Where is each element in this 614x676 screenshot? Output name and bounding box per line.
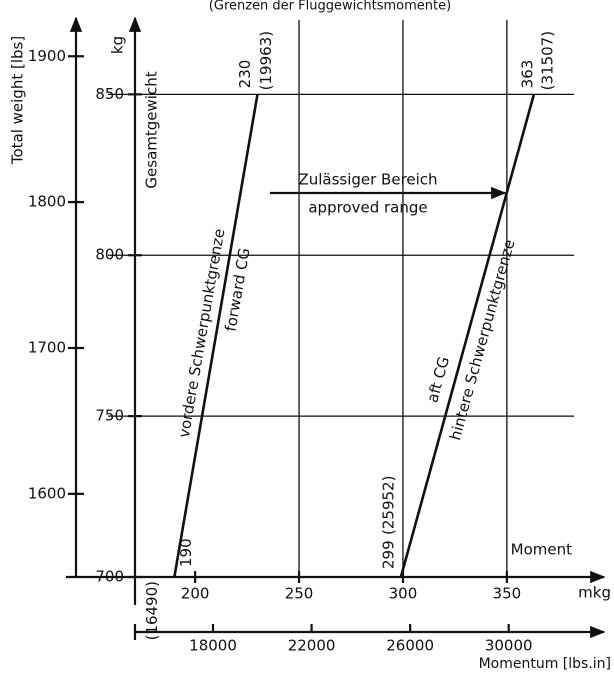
limit-line: [399, 94, 536, 578]
annotation: approved range: [308, 199, 427, 217]
series-name: hintere Schwerpunktgrenze: [446, 237, 518, 442]
x2-tick-label: 18000: [189, 637, 237, 655]
y-axis-title: kg: [109, 36, 127, 54]
y-tick-label: 700: [95, 568, 124, 586]
y-tick-label: 800: [95, 246, 124, 264]
y2-tick-label: 1900: [28, 47, 66, 65]
y2-tick-label: 1700: [28, 338, 66, 356]
limit-line: [173, 94, 259, 578]
x-tick-label: 250: [285, 585, 314, 603]
x-tick-label: 200: [181, 585, 210, 603]
end-label: 299: [379, 540, 397, 569]
y-axis-subtitle: Gesamtgewicht: [143, 71, 161, 188]
end-label: 230: [236, 60, 254, 89]
x2-tick-label: 30000: [485, 637, 533, 655]
y2-axis-title: Total weight [lbs]: [9, 36, 27, 165]
y-tick-label: 750: [95, 407, 124, 425]
series-name: vordere Schwerpunktgrenze: [175, 227, 229, 439]
end-label: 190: [177, 538, 195, 567]
x2-axis-title: Momentum [lbs.in]: [479, 656, 611, 672]
end-label: (25952): [379, 476, 397, 535]
end-label: (16490): [143, 581, 161, 640]
x-tick-label: 300: [389, 585, 418, 603]
x2-tick-label: 26000: [386, 637, 434, 655]
x2-tick-label: 22000: [288, 637, 336, 655]
y-tick-label: 850: [95, 85, 124, 103]
x-tick-label: 350: [493, 585, 522, 603]
end-label: (19963): [257, 31, 275, 90]
y2-tick-label: 1800: [28, 193, 66, 211]
series-sublabel: forward CG: [221, 247, 253, 333]
annotation: Zulässiger Bereich: [298, 171, 437, 189]
end-label: (31507): [538, 31, 556, 90]
end-label: 363: [518, 60, 536, 89]
y2-tick-label: 1600: [28, 484, 66, 502]
series-sublabel: aft CG: [423, 355, 453, 405]
x-axis-title: mkg: [578, 584, 611, 602]
chart-title: (Grenzen der Fluggewichtsmomente): [209, 0, 451, 14]
x-axis-subtitle: Moment: [511, 541, 572, 559]
